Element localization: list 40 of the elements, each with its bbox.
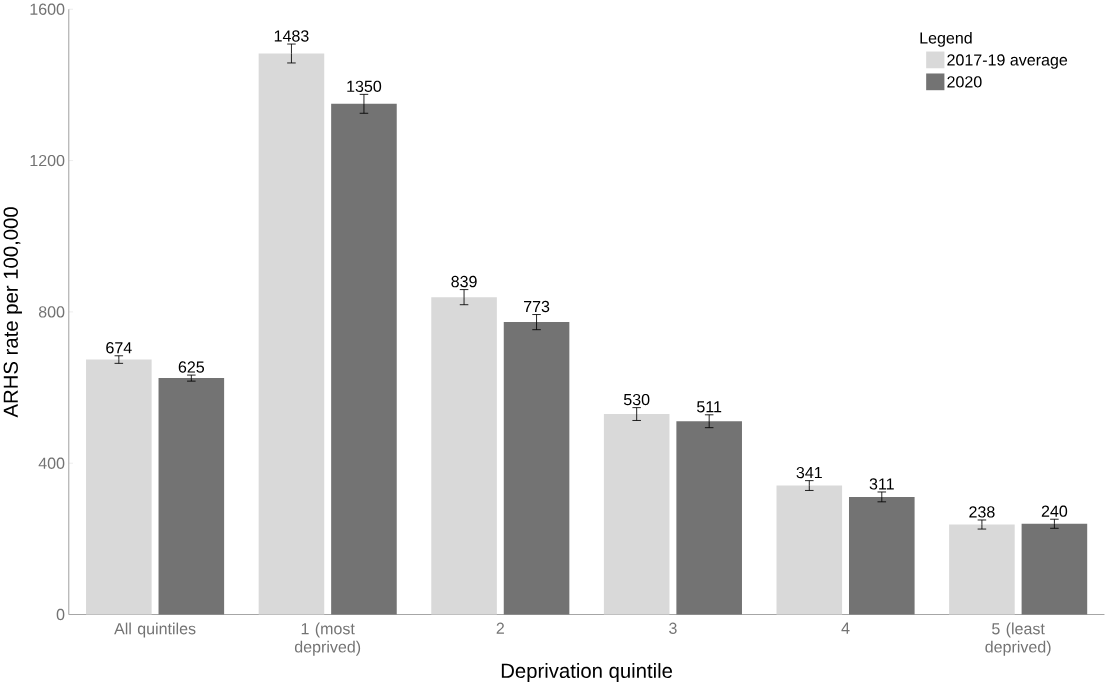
data-label: 511: [697, 401, 722, 413]
x-tick-label: 1 (most deprived): [294, 622, 361, 656]
y-tick-label: 1600: [30, 3, 65, 16]
data-label: 530: [623, 394, 650, 406]
x-tick-label: All quintiles: [114, 622, 196, 638]
bar: [158, 378, 225, 615]
y-tick-label: 1200: [30, 155, 65, 167]
data-label: 311: [869, 478, 894, 490]
bar: [776, 485, 843, 615]
x-tick-label: 4: [841, 622, 850, 634]
y-tick-label: 0: [56, 609, 65, 621]
x-tick-label: 3: [669, 622, 677, 635]
data-label: 674: [106, 342, 132, 354]
legend-title: Legend: [920, 32, 972, 48]
bar: [86, 359, 152, 615]
data-label: 1483: [274, 30, 309, 42]
data-label: 240: [1041, 505, 1068, 518]
bar: [503, 322, 570, 615]
bar: [431, 297, 497, 615]
data-label: 839: [451, 276, 477, 288]
data-label: 1350: [347, 80, 382, 93]
legend-label: 2017-19 average: [947, 54, 1068, 69]
data-label: 341: [796, 467, 822, 479]
bar: [331, 104, 397, 615]
y-tick-label: 800: [38, 306, 65, 318]
bar: [1021, 523, 1088, 615]
bar: [849, 497, 915, 615]
x-axis-title: Deprivation quintile: [501, 663, 673, 683]
data-label: 238: [969, 506, 995, 518]
x-tick-label: 5 (least deprived): [985, 622, 1051, 656]
y-axis-title: ARHS rate per 100,000: [3, 207, 22, 418]
data-label: 773: [524, 301, 550, 313]
x-tick-label: 2: [496, 622, 504, 635]
bar: [949, 524, 1015, 615]
y-tick-label: 400: [38, 457, 65, 470]
bar: [603, 414, 670, 615]
data-label: 625: [178, 361, 205, 373]
legend-label: 2020: [947, 76, 982, 88]
bar: [676, 421, 742, 615]
bar: [258, 53, 325, 615]
